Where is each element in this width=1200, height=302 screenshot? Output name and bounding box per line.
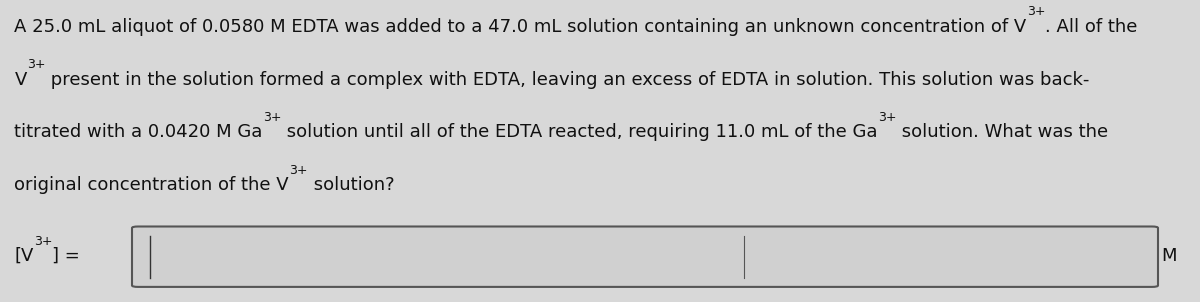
Text: 3+: 3+ xyxy=(26,58,46,71)
Text: solution. What was the: solution. What was the xyxy=(896,124,1109,141)
Text: M: M xyxy=(1162,247,1177,265)
Text: solution until all of the EDTA reacted, requiring 11.0 mL of the Ga: solution until all of the EDTA reacted, … xyxy=(281,124,877,141)
Text: [V: [V xyxy=(14,247,34,265)
Text: V: V xyxy=(14,71,26,88)
Text: ] =: ] = xyxy=(53,247,80,265)
Text: 3+: 3+ xyxy=(263,111,281,124)
Text: original concentration of the V: original concentration of the V xyxy=(14,176,289,194)
Text: . All of the: . All of the xyxy=(1045,18,1138,36)
Text: 3+: 3+ xyxy=(1027,5,1045,18)
Text: 3+: 3+ xyxy=(289,164,307,177)
Text: present in the solution formed a complex with EDTA, leaving an excess of EDTA in: present in the solution formed a complex… xyxy=(46,71,1090,88)
Text: 3+: 3+ xyxy=(877,111,896,124)
Text: solution?: solution? xyxy=(307,176,394,194)
Text: titrated with a 0.0420 M Ga: titrated with a 0.0420 M Ga xyxy=(14,124,263,141)
Text: 3+: 3+ xyxy=(34,235,53,248)
Text: A 25.0 mL aliquot of 0.0580 M EDTA was added to a 47.0 mL solution containing an: A 25.0 mL aliquot of 0.0580 M EDTA was a… xyxy=(14,18,1027,36)
